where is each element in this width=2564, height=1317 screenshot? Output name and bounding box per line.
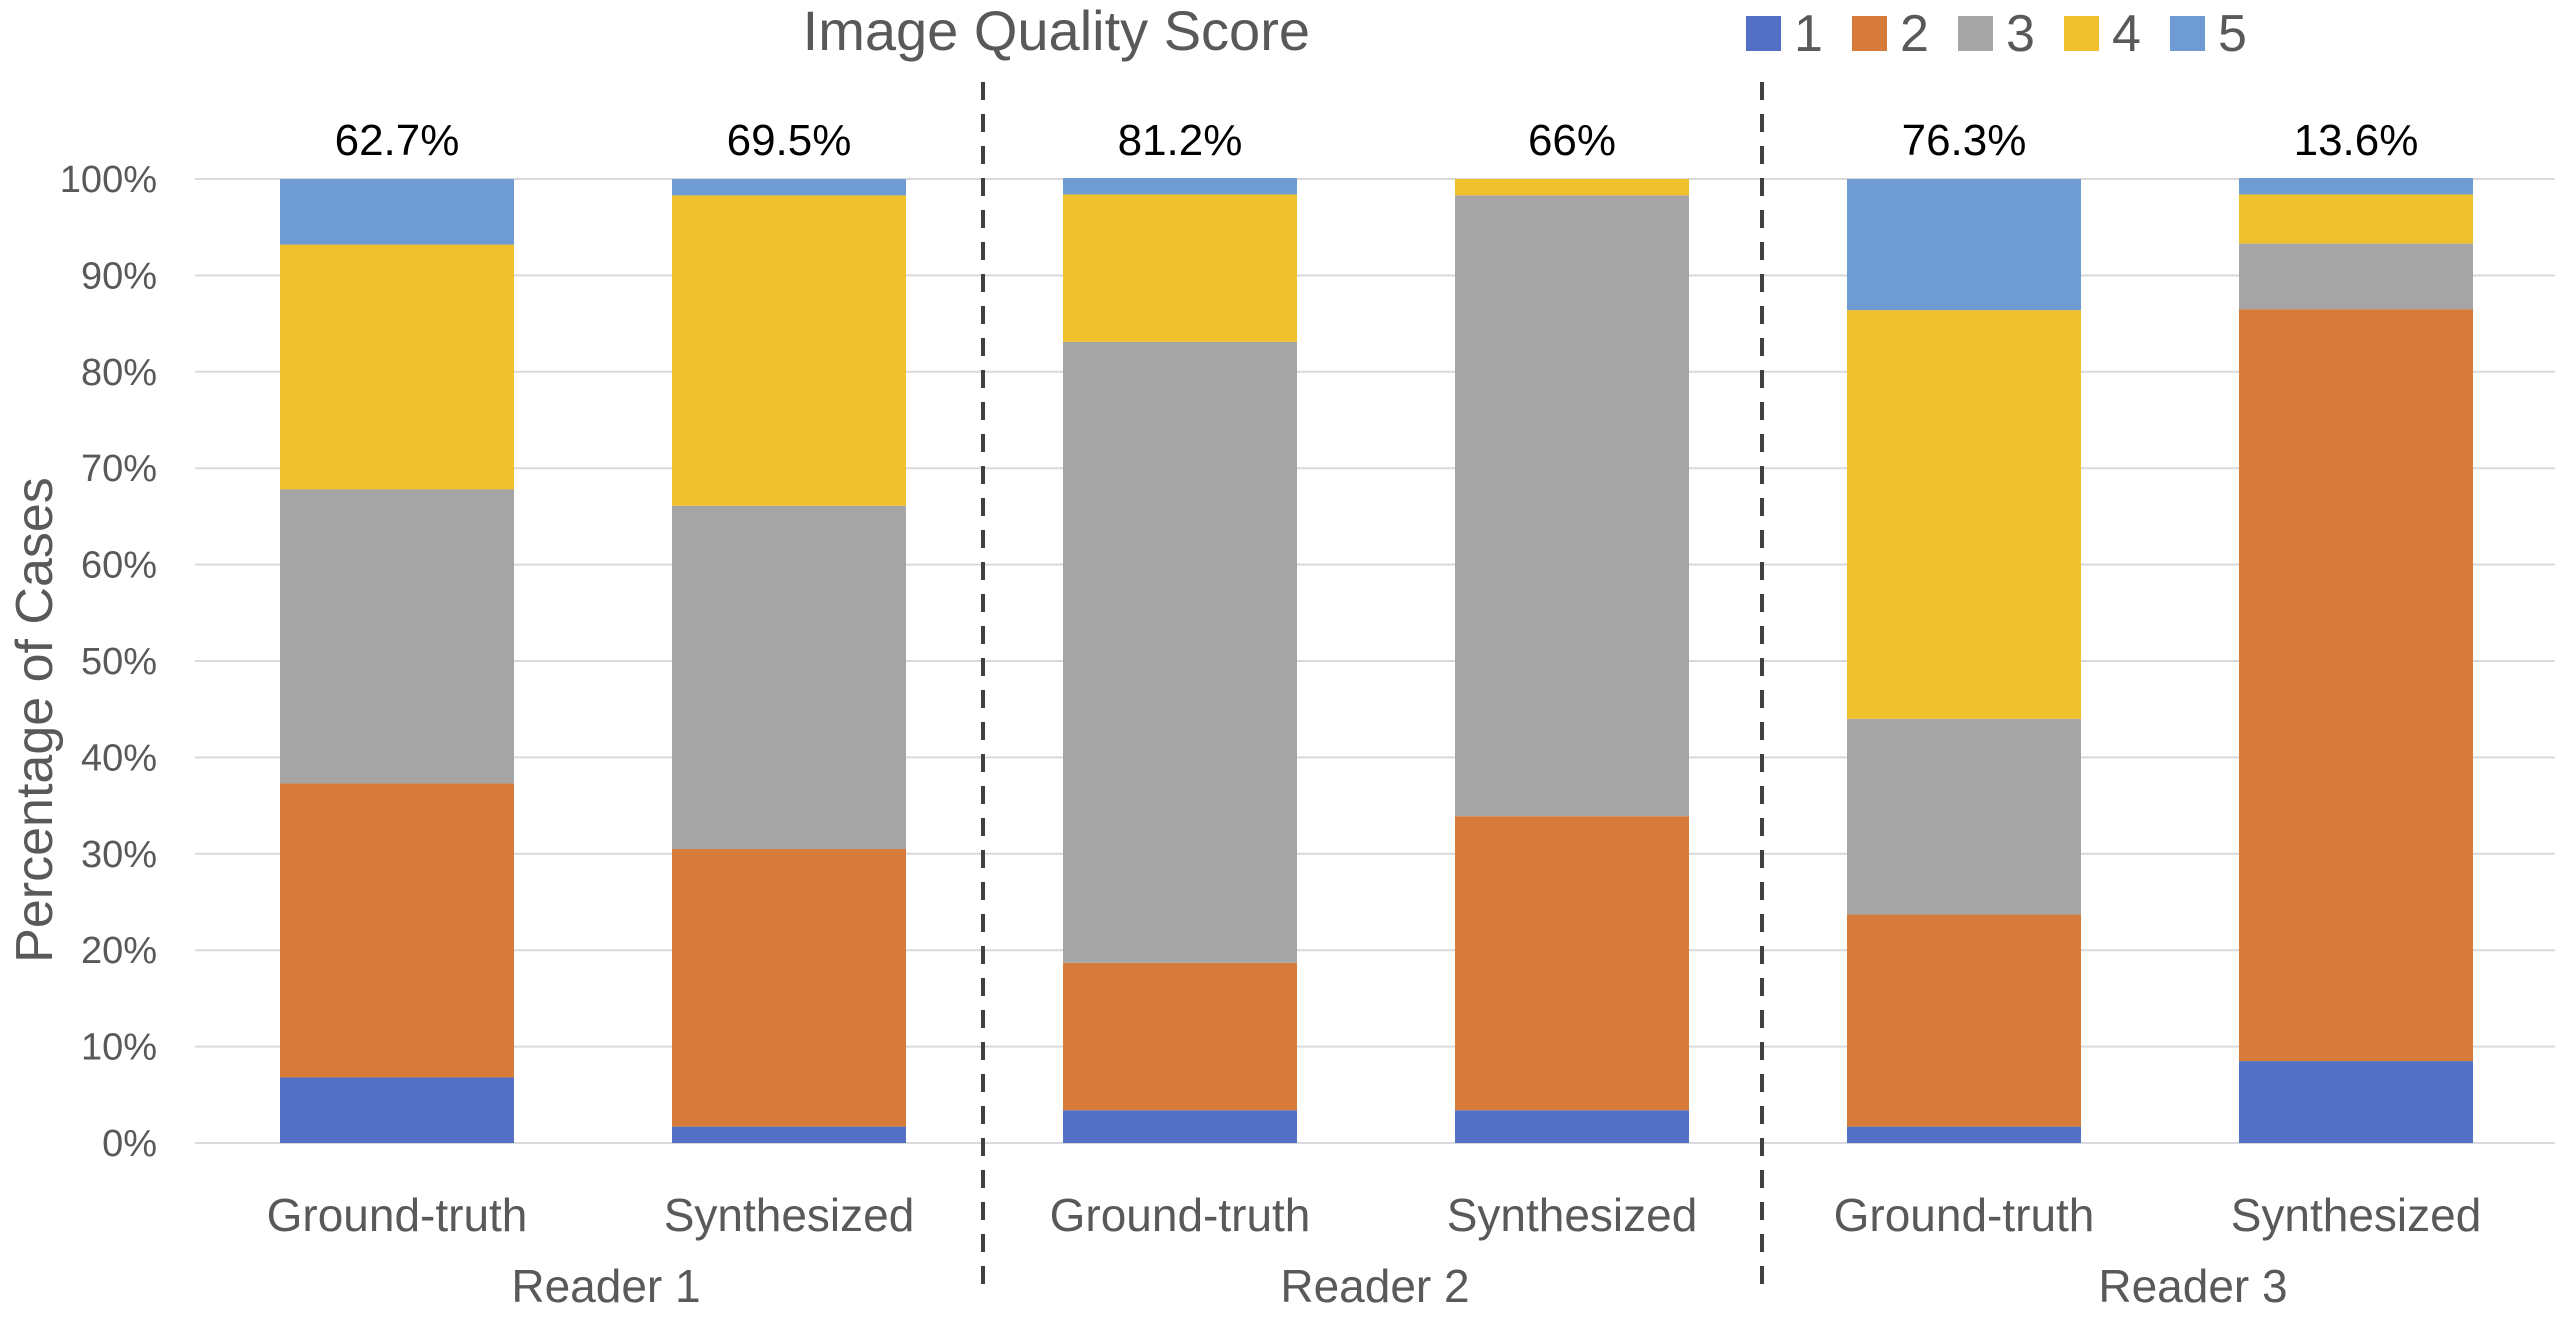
bar-segment-score-2 <box>672 848 906 1127</box>
bar-segment-score-1 <box>672 1126 906 1143</box>
group-separators <box>981 82 1764 1290</box>
bar-top-label: 69.5% <box>727 116 852 165</box>
bar-segment-score-2 <box>2239 309 2473 1062</box>
gridlines <box>195 178 2555 1144</box>
legend: 1 2 3 4 5 <box>1746 5 2247 63</box>
bar-segment-score-5 <box>1063 178 1297 195</box>
bar-segment-score-5 <box>672 179 906 196</box>
legend-swatch-5 <box>2170 16 2205 51</box>
bar-segment-score-1 <box>280 1077 514 1143</box>
y-tick-label: 80% <box>81 352 157 394</box>
y-tick-label: 30% <box>81 834 157 876</box>
bar-segment-score-2 <box>1847 914 2081 1127</box>
bar-segment-score-1 <box>1063 1110 1297 1143</box>
bar-segment-score-3 <box>2239 243 2473 310</box>
bar-segment-score-4 <box>1847 310 2081 719</box>
bar-top-label: 62.7% <box>335 116 460 165</box>
bar-segment-score-4 <box>280 244 514 490</box>
bar-segment-score-5 <box>1847 179 2081 311</box>
legend-swatch-2 <box>1852 16 1887 51</box>
legend-swatch-3 <box>1958 16 1993 51</box>
y-tick-label: 100% <box>60 159 157 201</box>
y-tick-label: 60% <box>81 545 157 587</box>
y-axis-ticks: 0% 10% 20% 30% 40% 50% 60% 70% 80% 90% 100% <box>60 159 157 1165</box>
x-group-label: Reader 3 <box>2098 1260 2287 1312</box>
y-tick-label: 10% <box>81 1027 157 1069</box>
x-category-label: Synthesized <box>664 1189 915 1241</box>
legend-label-1: 1 <box>1794 5 1823 63</box>
y-tick-label: 20% <box>81 930 157 972</box>
bar-top-label: 13.6% <box>2294 116 2419 165</box>
x-category-label: Ground-truth <box>267 1189 528 1241</box>
y-tick-label: 40% <box>81 737 157 779</box>
bar-segment-score-3 <box>1847 718 2081 915</box>
legend-label-4: 4 <box>2112 5 2141 63</box>
bar-segment-score-1 <box>1847 1126 2081 1143</box>
y-tick-label: 0% <box>102 1123 157 1165</box>
bar-segment-score-1 <box>2239 1061 2473 1143</box>
legend-label-3: 3 <box>2006 5 2035 63</box>
bar-segment-score-4 <box>1063 194 1297 342</box>
bar-top-label: 76.3% <box>1902 116 2027 165</box>
x-category-label: Ground-truth <box>1050 1189 1311 1241</box>
legend-label-2: 2 <box>1900 5 1929 63</box>
x-category-label: Synthesized <box>2231 1189 2482 1241</box>
bar-segment-score-2 <box>1063 962 1297 1111</box>
y-axis-title: Percentage of Cases <box>6 477 64 963</box>
x-group-label: Reader 2 <box>1280 1260 1469 1312</box>
bar-segment-score-3 <box>1063 341 1297 963</box>
bar-segment-score-3 <box>1455 195 1689 817</box>
x-group-label: Reader 1 <box>511 1260 700 1312</box>
x-category-label: Ground-truth <box>1834 1189 2095 1241</box>
bar-segment-score-3 <box>280 489 514 784</box>
bar-segment-score-4 <box>2239 194 2473 244</box>
bar-segment-score-4 <box>1455 179 1689 196</box>
bar-segment-score-3 <box>672 505 906 849</box>
legend-swatch-4 <box>2064 16 2099 51</box>
bar-segment-score-4 <box>672 195 906 506</box>
bars <box>280 178 2473 1143</box>
legend-label-5: 5 <box>2218 5 2247 63</box>
chart-title: Image Quality Score <box>803 0 1310 62</box>
bar-segment-score-5 <box>280 179 514 245</box>
bar-top-label: 81.2% <box>1118 116 1243 165</box>
y-tick-label: 50% <box>81 641 157 683</box>
bar-segment-score-5 <box>2239 178 2473 195</box>
y-tick-label: 90% <box>81 255 157 297</box>
bar-top-label: 66% <box>1528 116 1616 165</box>
category-labels: 62.7% Ground-truth 69.5% Synthesized Reader … <box>267 116 2482 1312</box>
y-tick-label: 70% <box>81 448 157 490</box>
legend-swatch-1 <box>1746 16 1781 51</box>
bar-segment-score-1 <box>1455 1110 1689 1143</box>
bar-segment-score-2 <box>280 783 514 1078</box>
bar-segment-score-2 <box>1455 816 1689 1111</box>
x-category-label: Synthesized <box>1447 1189 1698 1241</box>
